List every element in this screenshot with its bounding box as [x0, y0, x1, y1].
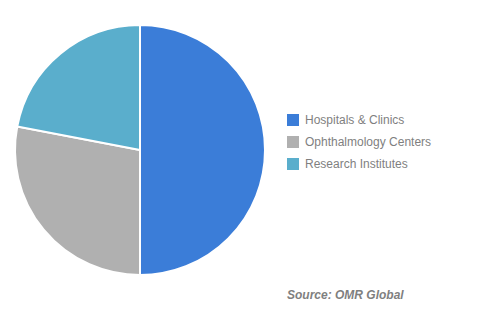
source-note: Source: OMR Global [287, 288, 404, 302]
pie-slice [15, 127, 140, 275]
pie-slice [17, 25, 140, 150]
legend-item: Hospitals & Clinics [287, 113, 404, 127]
chart: Hospitals & Clinics Ophthalmology Centers… [0, 0, 479, 313]
legend-label: Ophthalmology Centers [305, 135, 431, 149]
legend-swatch [287, 136, 299, 148]
legend-label: Research Institutes [305, 157, 408, 171]
pie-slice [140, 25, 265, 275]
legend-label: Hospitals & Clinics [305, 113, 404, 127]
legend-swatch [287, 158, 299, 170]
legend: Hospitals & Clinics Ophthalmology Centers… [287, 113, 431, 171]
legend-swatch [287, 114, 299, 126]
legend-item: Research Institutes [287, 157, 408, 171]
pie [15, 25, 265, 275]
legend-item: Ophthalmology Centers [287, 135, 431, 149]
